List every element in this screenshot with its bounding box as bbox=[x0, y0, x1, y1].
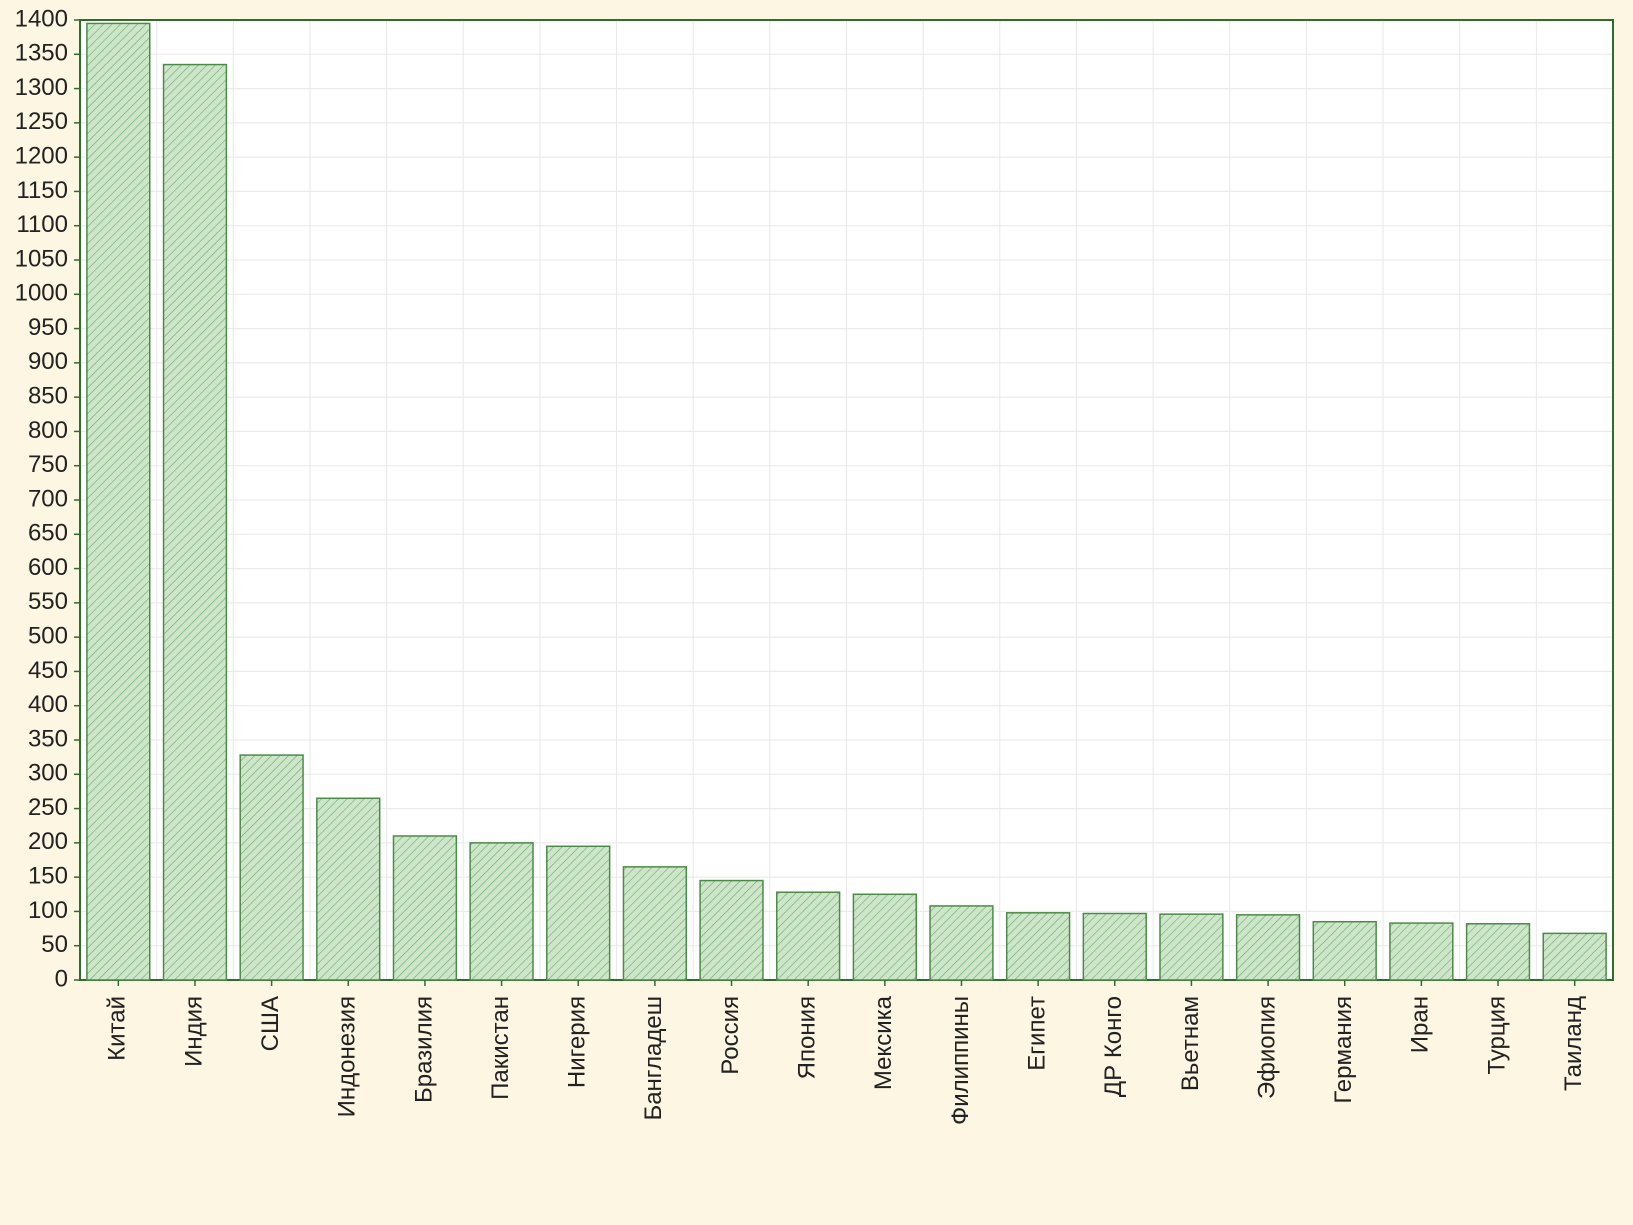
x-tick-label: Китай bbox=[104, 996, 131, 1061]
bar bbox=[164, 65, 227, 980]
x-tick-label: США bbox=[257, 996, 284, 1051]
bar bbox=[1237, 915, 1300, 980]
bar bbox=[1083, 913, 1146, 980]
population-bar-chart: 0 50 100 150 200 250 300 350 400 450 500 550 600 650 7… bbox=[0, 0, 1633, 1225]
x-tick-label: Бразилия bbox=[410, 996, 437, 1103]
bar bbox=[1390, 923, 1453, 980]
x-tick-label: Таиланд bbox=[1560, 996, 1587, 1091]
y-tick-label: 350 bbox=[28, 725, 68, 752]
x-tick-label: Бангладеш bbox=[640, 996, 667, 1121]
bar bbox=[87, 23, 150, 980]
y-tick-label: 1250 bbox=[15, 108, 68, 135]
y-tick-label: 50 bbox=[41, 931, 68, 958]
y-tick-label: 800 bbox=[28, 417, 68, 444]
y-tick-label: 200 bbox=[28, 828, 68, 855]
y-tick-label: 900 bbox=[28, 348, 68, 375]
y-tick-label: 1150 bbox=[16, 177, 68, 204]
bar bbox=[393, 836, 456, 980]
bar bbox=[240, 755, 303, 980]
y-tick-label: 150 bbox=[28, 862, 68, 889]
bar bbox=[1543, 933, 1606, 980]
x-tick-label: Индонезия bbox=[334, 996, 361, 1117]
bar bbox=[1313, 922, 1376, 980]
bar bbox=[547, 846, 610, 980]
y-tick-label: 1400 bbox=[15, 5, 68, 32]
y-tick-label: 550 bbox=[28, 588, 68, 615]
y-tick-label: 450 bbox=[28, 657, 68, 684]
x-tick-label: Германия bbox=[1330, 996, 1357, 1104]
x-tick-label: Индия bbox=[180, 996, 207, 1067]
bar bbox=[930, 906, 993, 980]
y-tick-label: 650 bbox=[28, 520, 68, 547]
x-tick-label: Египет bbox=[1023, 996, 1050, 1071]
x-tick-label: Япония bbox=[794, 996, 821, 1079]
bar bbox=[1007, 913, 1070, 980]
bar bbox=[623, 867, 686, 980]
x-tick-label: Филиппины bbox=[947, 996, 974, 1125]
y-tick-label: 750 bbox=[28, 451, 68, 478]
bar bbox=[1160, 914, 1223, 980]
bar bbox=[1467, 924, 1530, 980]
y-tick-label: 1200 bbox=[15, 142, 68, 169]
y-tick-label: 400 bbox=[28, 691, 68, 718]
bar bbox=[777, 892, 840, 980]
y-tick-label: 1300 bbox=[15, 74, 68, 101]
x-tick-label: Россия bbox=[717, 996, 744, 1075]
x-tick-label: Иран bbox=[1407, 996, 1434, 1053]
y-tick-label: 1050 bbox=[15, 245, 68, 272]
y-tick-label: 700 bbox=[28, 485, 68, 512]
y-tick-label: 0 bbox=[55, 965, 68, 992]
y-tick-label: 850 bbox=[28, 382, 68, 409]
bar bbox=[700, 881, 763, 980]
y-tick-label: 1000 bbox=[15, 280, 68, 307]
x-tick-label: Мексика bbox=[870, 995, 897, 1090]
x-tick-label: Нигерия bbox=[564, 996, 591, 1088]
y-tick-label: 600 bbox=[28, 554, 68, 581]
y-tick-label: 1350 bbox=[15, 40, 68, 67]
y-tick-label: 1100 bbox=[16, 211, 68, 238]
x-tick-label: Вьетнам bbox=[1177, 996, 1204, 1091]
bar bbox=[470, 843, 533, 980]
x-tick-label: Эфиопия bbox=[1253, 996, 1280, 1099]
y-tick-label: 100 bbox=[28, 897, 68, 924]
bar bbox=[853, 894, 916, 980]
y-tick-label: 250 bbox=[28, 794, 68, 821]
y-tick-label: 950 bbox=[28, 314, 68, 341]
x-tick-label: Турция bbox=[1483, 996, 1510, 1075]
bar bbox=[317, 798, 380, 980]
chart-svg: 0 50 100 150 200 250 300 350 400 450 500 550 600 650 7… bbox=[0, 0, 1633, 1225]
x-tick-label: Пакистан bbox=[487, 996, 514, 1100]
x-tick-label: ДР Конго bbox=[1100, 996, 1127, 1097]
y-tick-label: 300 bbox=[28, 760, 68, 787]
y-tick-label: 500 bbox=[28, 622, 68, 649]
